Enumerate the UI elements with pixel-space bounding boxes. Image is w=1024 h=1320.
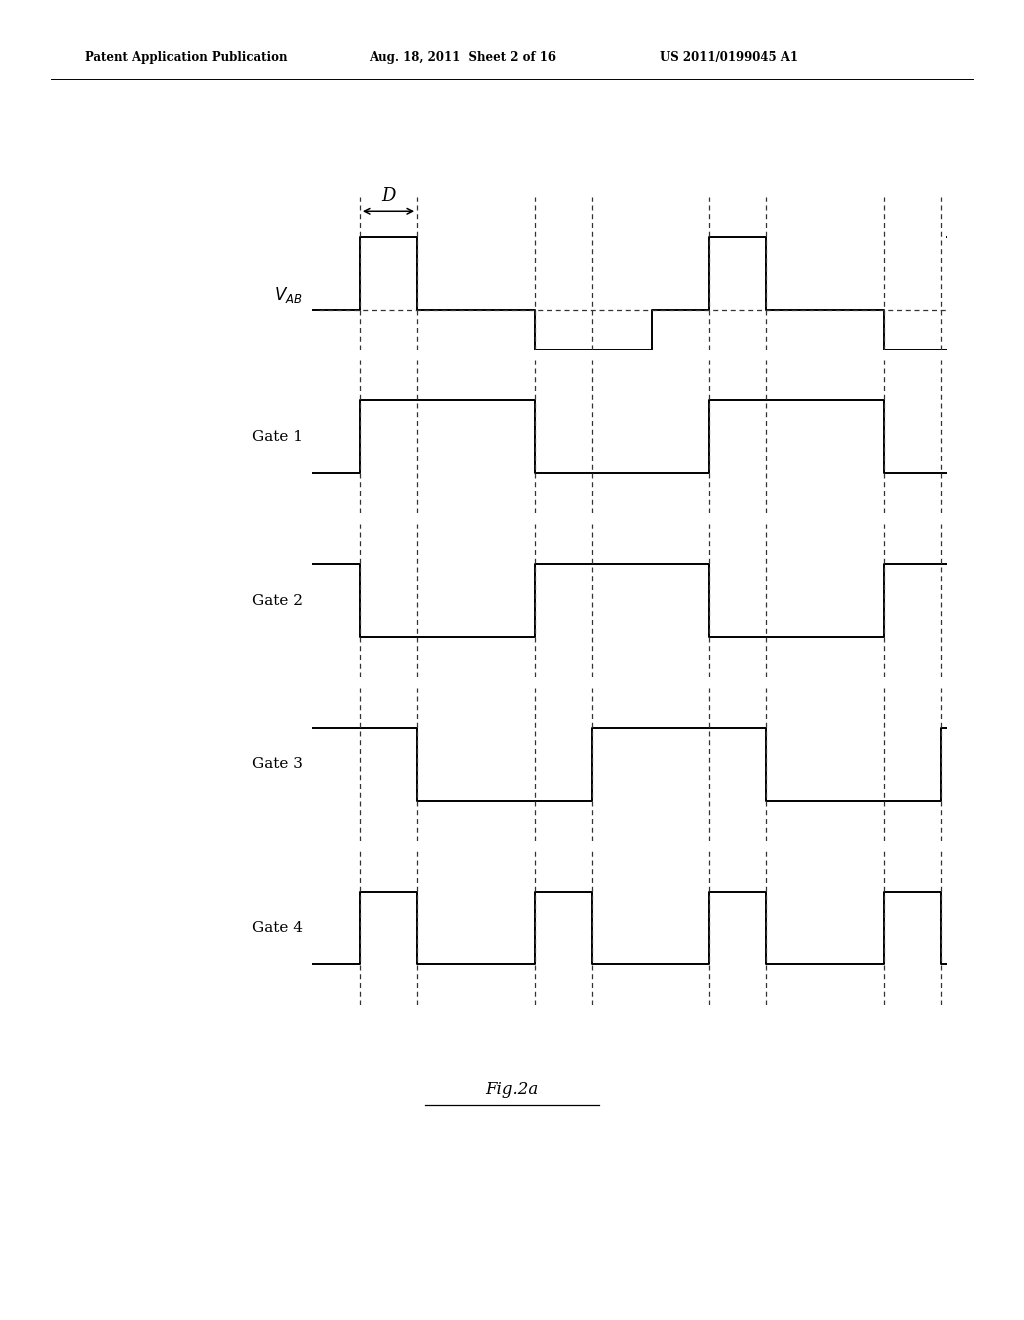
- Text: Fig.2a: Fig.2a: [485, 1081, 539, 1097]
- Text: D: D: [381, 187, 395, 206]
- Text: Gate 2: Gate 2: [252, 594, 303, 607]
- Text: US 2011/0199045 A1: US 2011/0199045 A1: [660, 50, 799, 63]
- Text: Patent Application Publication: Patent Application Publication: [85, 50, 288, 63]
- Text: Gate 3: Gate 3: [252, 758, 303, 771]
- Text: Aug. 18, 2011  Sheet 2 of 16: Aug. 18, 2011 Sheet 2 of 16: [369, 50, 556, 63]
- Text: Gate 1: Gate 1: [252, 430, 303, 444]
- Text: Gate 4: Gate 4: [252, 921, 303, 935]
- Text: $V_{AB}$: $V_{AB}$: [274, 285, 303, 305]
